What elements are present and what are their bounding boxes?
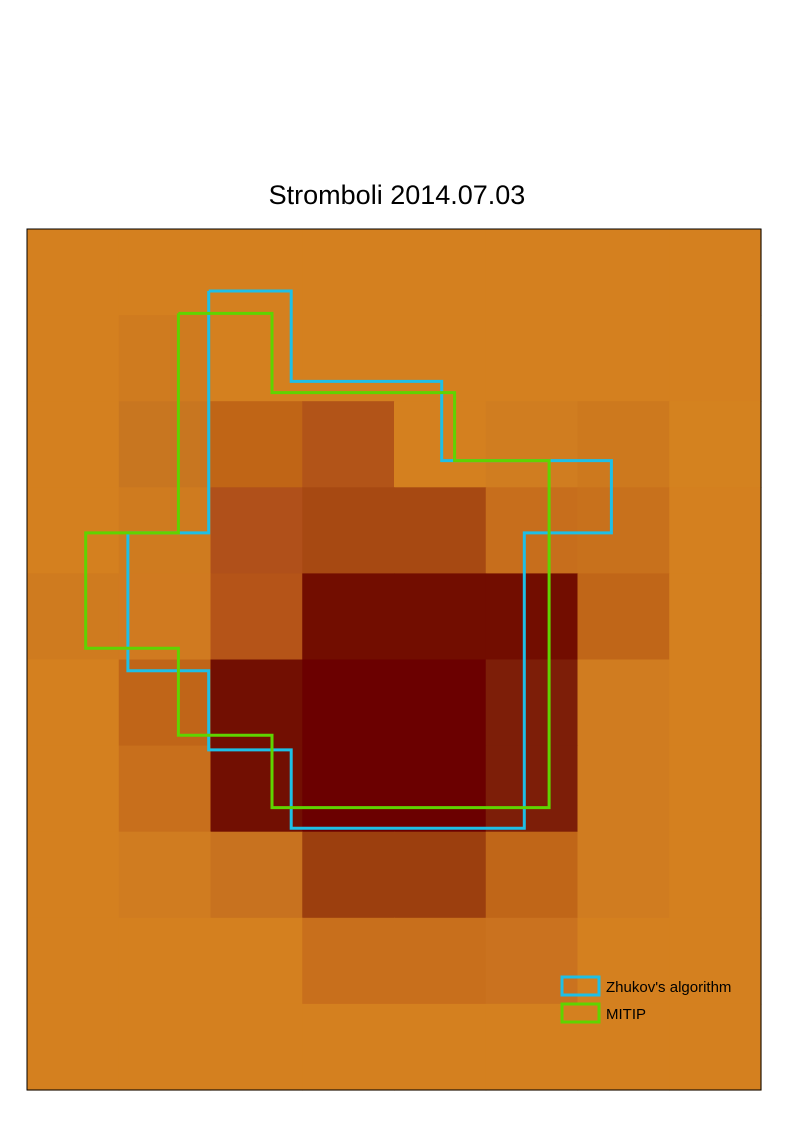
heatmap-cell: [577, 1003, 670, 1091]
heatmap-cell: [669, 573, 762, 661]
heatmap-cell: [302, 229, 395, 316]
heatmap-cell: [394, 315, 487, 402]
heatmap-cells: [27, 229, 762, 1091]
chart-title: Stromboli 2014.07.03: [268, 180, 526, 210]
heatmap-cell: [577, 831, 670, 919]
heatmap-cell: [669, 487, 762, 574]
heatmap-cell: [394, 573, 487, 661]
heatmap-cell: [669, 1003, 762, 1091]
heatmap-cell: [302, 659, 395, 747]
heatmap-cell: [27, 401, 120, 488]
heatmap-cell: [394, 917, 487, 1005]
outline-zhukov: [126, 289, 613, 830]
heatmap-cell: [485, 315, 579, 402]
outline-mitip: [84, 311, 551, 810]
heatmap-cell: [485, 1003, 579, 1091]
heatmap-cell: [669, 831, 762, 919]
heatmap-cell: [577, 659, 670, 747]
heatmap-cell: [118, 659, 212, 747]
heatmap-cell: [302, 487, 395, 574]
heatmap-cell: [394, 745, 487, 833]
heatmap-cell: [577, 315, 670, 402]
heatmap-cell: [485, 745, 579, 833]
heatmap-cell: [485, 831, 579, 919]
heatmap-cell: [485, 487, 579, 574]
heatmap-cell: [669, 229, 762, 316]
heatmap-cell: [577, 487, 670, 574]
heatmap-cell: [669, 315, 762, 402]
heatmap-cell: [210, 659, 303, 747]
heatmap-cell: [27, 745, 120, 833]
heatmap-cell: [210, 401, 303, 488]
heatmap-cell: [210, 573, 303, 661]
heatmap-cell: [302, 315, 395, 402]
heatmap-cell: [485, 573, 579, 661]
heatmap-cell: [118, 745, 212, 833]
legend-swatch: [560, 1002, 601, 1024]
heatmap-cell: [394, 401, 487, 488]
heatmap-cell: [118, 917, 212, 1005]
heatmap-cell: [394, 229, 487, 316]
heatmap-cell: [27, 831, 120, 919]
legend-swatch: [560, 975, 601, 997]
heatmap-cell: [485, 229, 579, 316]
heatmap-cell: [394, 659, 487, 747]
heatmap-cell: [485, 917, 579, 1005]
heatmap-cell: [210, 745, 303, 833]
heatmap-cell: [669, 401, 762, 488]
heatmap-cell: [577, 573, 670, 661]
heatmap-cell: [118, 315, 212, 402]
legend-label: Zhukov's algorithm: [606, 979, 731, 996]
heatmap-cell: [669, 745, 762, 833]
heatmap-cell: [27, 659, 120, 747]
heatmap-cell: [302, 831, 395, 919]
plot-frame: [26, 228, 762, 1091]
heatmap-cell: [394, 1003, 487, 1091]
heatmap-cell: [210, 831, 303, 919]
heatmap-cell: [118, 1003, 212, 1091]
heatmap-cell: [302, 573, 395, 661]
heatmap-cell: [669, 917, 762, 1005]
heatmap-cell: [577, 229, 670, 316]
legend: Zhukov's algorithm MITIP: [560, 975, 731, 1024]
heatmap-cell: [27, 1003, 120, 1091]
heatmap-cell: [302, 1003, 395, 1091]
heatmap-cell: [118, 229, 212, 316]
heatmap-cell: [118, 573, 212, 661]
heatmap-cell: [118, 831, 212, 919]
heatmap-cell: [118, 487, 212, 574]
legend-label: MITIP: [606, 1006, 646, 1023]
heatmap-cell: [210, 487, 303, 574]
heatmap-cell: [577, 917, 670, 1005]
heatmap-cell: [27, 917, 120, 1005]
heatmap-cell: [302, 745, 395, 833]
heatmap-cell: [485, 401, 579, 488]
heatmap-cell: [394, 831, 487, 919]
heatmap-cell: [210, 917, 303, 1005]
heatmap-cell: [210, 315, 303, 402]
heatmap-cell: [210, 1003, 303, 1091]
heatmap-cell: [27, 573, 120, 661]
heatmap-cell: [669, 659, 762, 747]
heatmap-cell: [210, 229, 303, 316]
heatmap-cell: [118, 401, 212, 488]
heatmap-cell: [485, 659, 579, 747]
outline-layer: [84, 289, 613, 830]
heatmap-cell: [577, 745, 670, 833]
heatmap-cell: [302, 401, 395, 488]
heatmap-cell: [27, 229, 120, 316]
heatmap-cell: [27, 487, 120, 574]
heatmap-cell: [27, 315, 120, 402]
heatmap-cell: [394, 487, 487, 574]
heatmap-cell: [577, 401, 670, 488]
heatmap-cell: [302, 917, 395, 1005]
